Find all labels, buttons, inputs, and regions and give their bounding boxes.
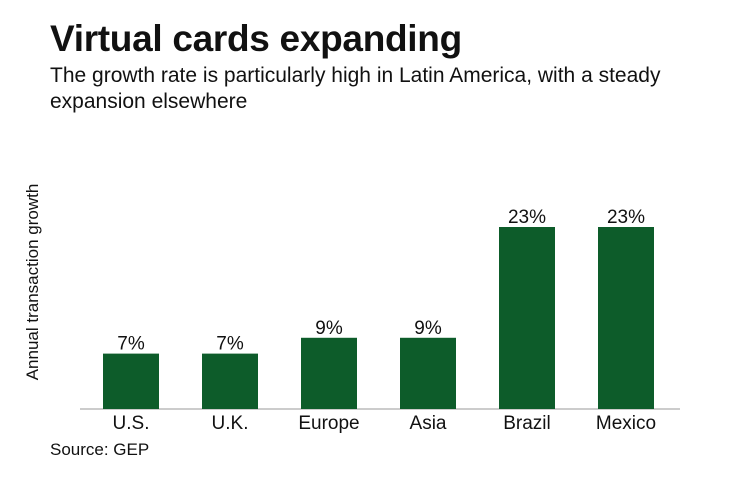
data-label: 23% [607, 207, 645, 228]
x-tick-label: Asia [410, 413, 447, 434]
data-label: 7% [216, 334, 244, 355]
x-tick-label: Brazil [503, 413, 551, 434]
source-note: Source: GEP [50, 440, 150, 459]
data-label: 23% [508, 207, 546, 228]
bar-u-k [202, 353, 258, 409]
bar-u-s [103, 353, 159, 409]
bar-asia [400, 337, 456, 409]
chart-subtitle: The growth rate is particularly high in … [50, 64, 661, 113]
y-axis-label: Annual transaction growth [23, 184, 42, 381]
data-label: 9% [315, 318, 343, 339]
x-tick-label: U.S. [113, 413, 150, 434]
x-tick-label: Europe [298, 413, 359, 434]
data-label: 9% [414, 318, 442, 339]
bar-mexico [598, 227, 654, 409]
x-tick-label: U.K. [212, 413, 249, 434]
bar-europe [301, 337, 357, 409]
data-label: 7% [117, 334, 145, 355]
chart-title: Virtual cards expanding [50, 18, 462, 59]
x-tick-label: Mexico [596, 413, 656, 434]
bar-brazil [499, 227, 555, 409]
